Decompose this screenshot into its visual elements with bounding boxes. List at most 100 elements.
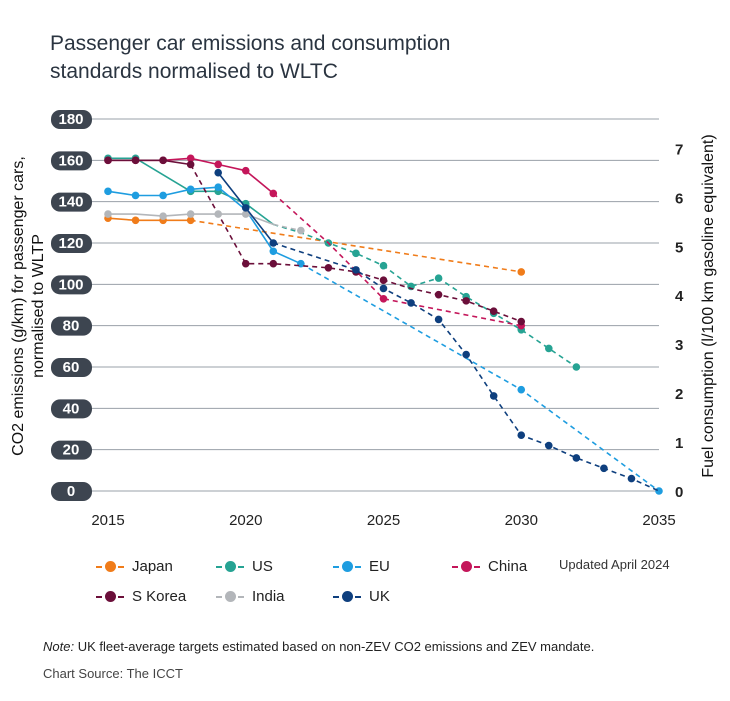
data-point-s-korea [324,264,333,272]
data-point-uk [434,315,443,324]
x-tick-label: 2025 [367,512,400,529]
data-point-india [104,210,112,218]
data-point-us [545,344,553,353]
y-axis-label: CO2 emissions (g/km) for passenger cars,… [10,156,47,456]
legend-label: Japan [132,558,173,575]
data-point-japan [517,268,526,276]
y-tick-pill [51,192,92,212]
y-tick-label: 140 [58,194,83,211]
y-tick-label: 100 [58,276,83,293]
chart-title-line-2: standards normalised to WLTC [50,60,338,83]
data-point-uk [352,266,360,274]
data-point-india [186,210,195,218]
legend-marker [105,591,116,602]
series-s-korea [104,156,526,326]
y-tick-label: 60 [63,359,80,376]
legend-label: EU [369,558,390,575]
y-tick-pill [51,482,92,501]
legend-item-india: India [216,586,326,608]
legend-item-us: US [216,556,326,578]
data-point-us [434,274,443,282]
y-tick-label: 0 [67,483,75,500]
x-tick-label: 2030 [505,512,538,529]
y2-tick-label: 3 [675,337,683,354]
chart-legend: Japan US EU China S Korea India UK [96,556,696,616]
series-dashed-line-eu [300,263,660,492]
data-point-china [241,166,250,175]
data-point-eu [104,187,112,196]
data-point-eu [214,183,222,191]
data-point-japan [186,216,195,225]
y-axis-label-line-1: CO2 emissions (g/km) for passenger cars, [10,156,27,456]
y-tick-label: 120 [58,235,83,252]
y-tick-label: 80 [63,318,80,335]
legend-label: UK [369,588,390,605]
data-point-s-korea [517,317,526,326]
legend-label: US [252,558,273,575]
data-point-us [379,261,388,270]
legend-marker [225,591,236,602]
legend-marker [105,561,116,572]
y2-tick-label: 7 [675,141,683,158]
series-us [104,154,581,371]
legend-label: S Korea [132,588,187,605]
x-tick-label: 2015 [91,512,124,529]
y-tick-pill [51,440,92,460]
legend-marker [461,561,472,572]
series-dashed-line-japan [190,219,522,273]
data-point-uk [241,204,250,212]
legend-item-china: China [452,556,562,578]
chart-title-line-1: Passenger car emissions and consumption [50,32,451,55]
series-china [104,154,526,330]
chart-source: Chart Source: The ICCT [43,666,183,681]
y-tick-label: 180 [58,111,83,128]
y-axis-label-line-2: normalised to WLTP [30,234,47,378]
chart-title: Passenger car emissions and consumption … [50,30,650,86]
y-tick-pill [51,358,92,377]
series-line-us [108,157,274,226]
data-point-eu [269,247,278,256]
data-point-uk [517,431,526,440]
data-point-china [214,160,222,169]
note-label: Note: [43,639,75,654]
series-line-japan [107,217,191,222]
data-point-india [214,210,222,218]
data-point-eu [655,487,663,495]
data-point-uk [572,454,581,462]
y2-tick-label: 4 [675,288,684,305]
data-point-india [241,210,250,218]
data-point-s-korea [434,290,443,299]
data-point-eu [517,385,526,394]
series-india [104,210,305,235]
data-point-uk [489,392,498,400]
legend-marker [342,561,353,572]
chart-note: Note: UK fleet-average targets estimated… [43,639,594,654]
data-point-uk [214,168,222,177]
x-tick-label: 2035 [642,512,675,529]
data-point-uk [600,464,608,473]
series-dashed-line-china [272,192,522,327]
legend-marker [342,591,353,602]
series-dashed-line-india [273,223,302,232]
series-uk [214,168,660,492]
data-point-china [269,189,278,198]
data-point-uk [407,299,415,307]
legend-marker [225,561,236,572]
data-point-s-korea [269,259,278,268]
y-tick-label: 20 [63,442,80,459]
data-point-us [352,249,360,258]
y-tick-pill [51,234,92,253]
data-point-eu [159,191,167,200]
y2-axis-label: Fuel consumption (l/100 km gasoline equi… [700,134,717,477]
data-point-uk [379,284,388,293]
y-tick-pill [51,275,92,295]
y2-tick-label: 1 [675,435,683,452]
data-point-s-korea [241,259,250,268]
y-tick-label: 40 [63,400,80,417]
y-tick-pill [51,151,92,171]
data-point-s-korea [159,156,167,165]
legend-item-eu: EU [333,556,443,578]
data-point-us [572,363,581,371]
series-line-s-korea [108,159,191,166]
